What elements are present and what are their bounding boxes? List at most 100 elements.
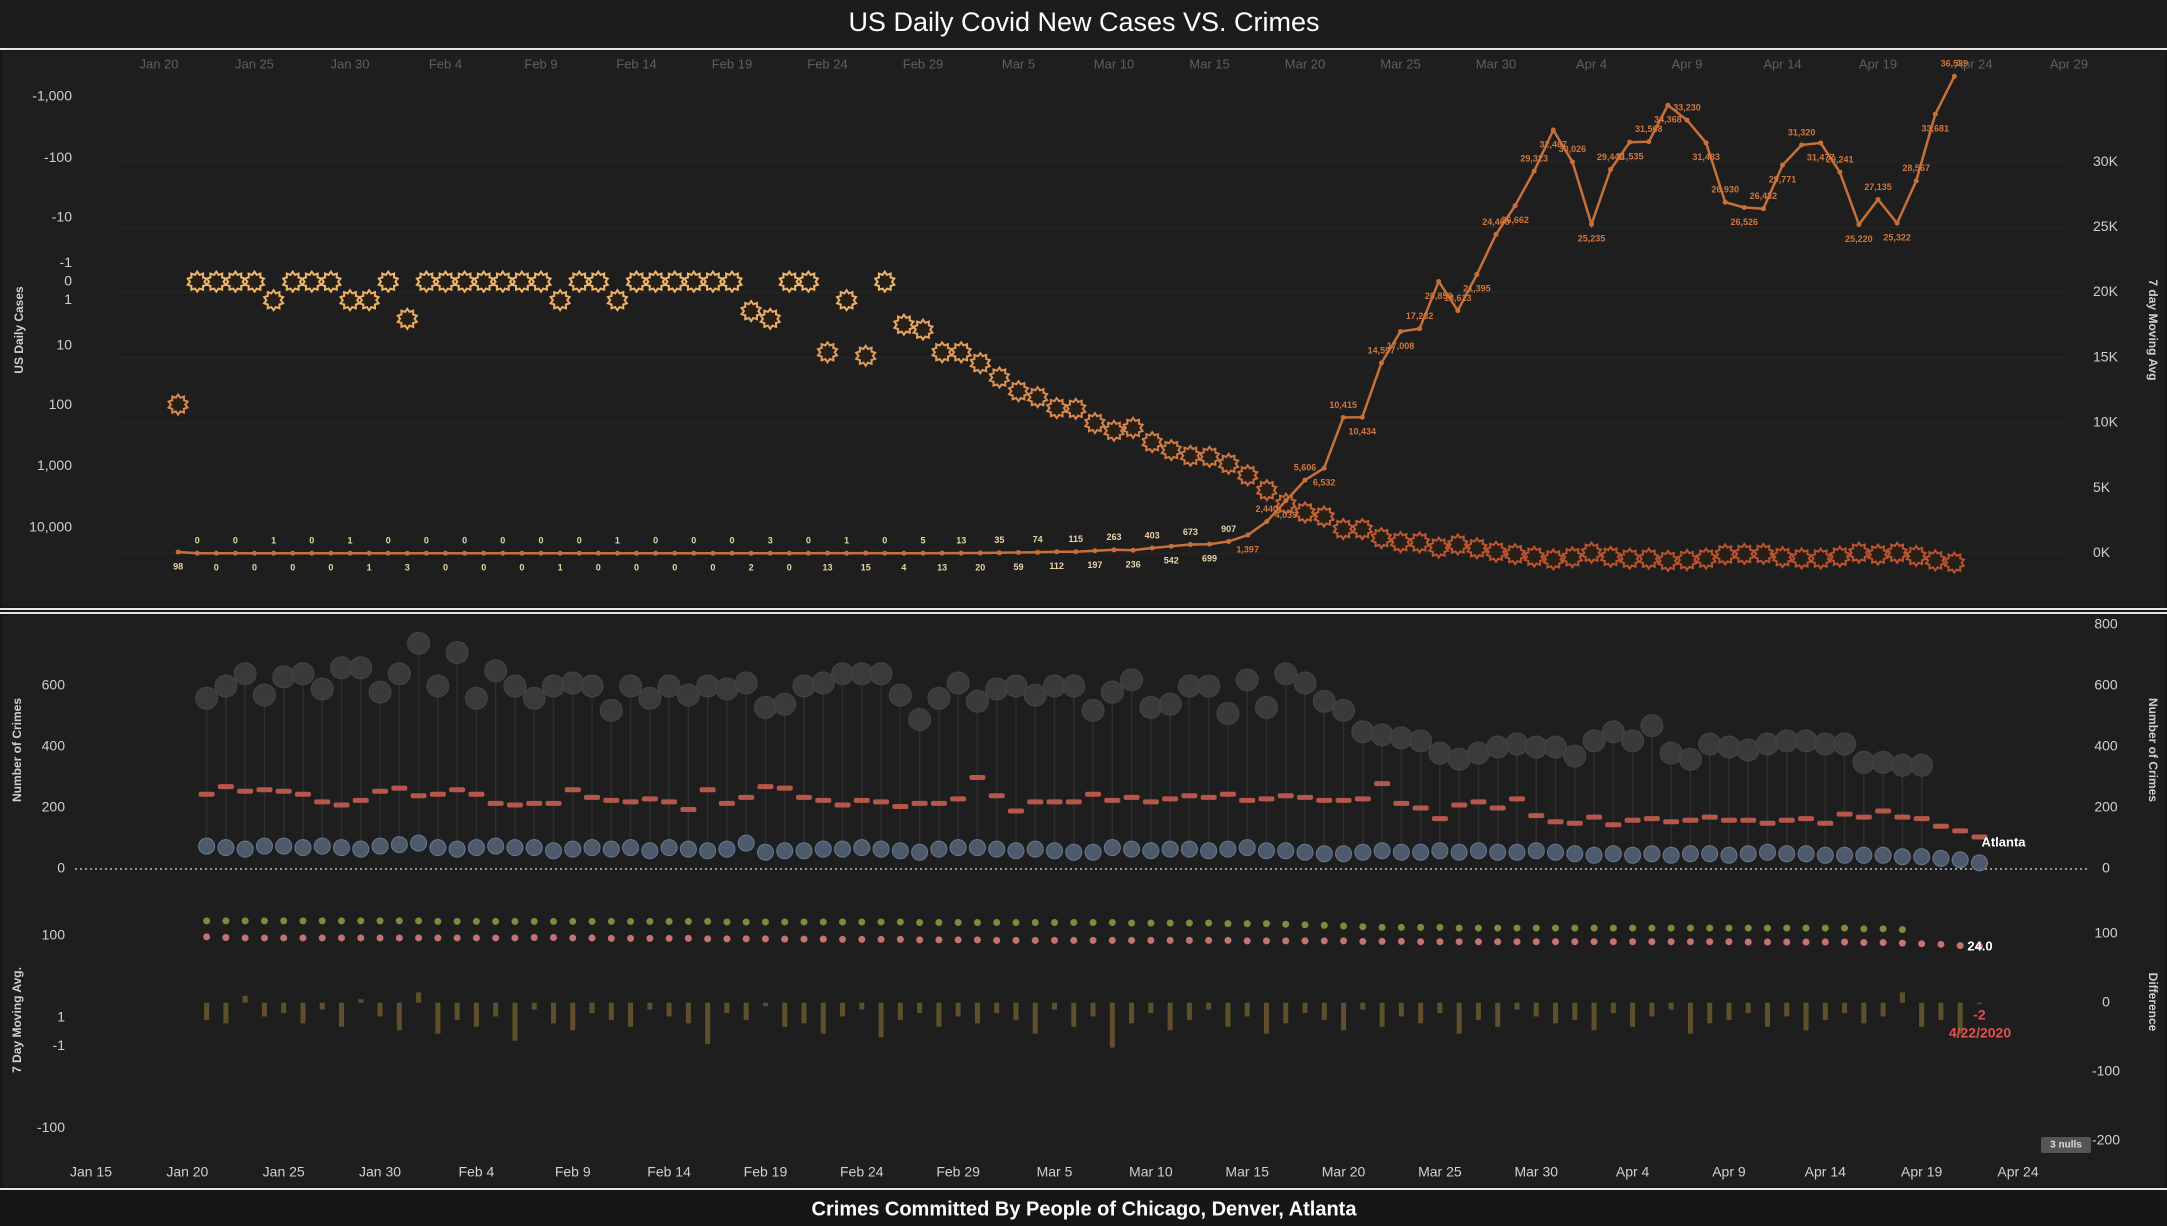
circle-marker: [1816, 846, 1834, 864]
star-marker: [911, 317, 935, 342]
y-tick-label: 10K: [2093, 414, 2119, 430]
avg-dot: [1089, 936, 1097, 944]
dash-marker: [1624, 817, 1641, 823]
difference-bar: [339, 1002, 345, 1027]
circle-marker: [737, 834, 755, 852]
dash-marker: [294, 791, 311, 797]
line-point: [1455, 308, 1461, 314]
y-tick-label: 10,000: [29, 519, 72, 535]
difference-bar: [319, 1002, 325, 1010]
circle-marker: [908, 708, 932, 732]
circle-marker: [965, 689, 989, 713]
difference-bar: [1976, 1002, 1982, 1005]
axis-title: Number of Crimes: [10, 698, 24, 802]
avg-dot: [1494, 938, 1502, 946]
circle-marker: [1177, 674, 1201, 698]
avg-dot: [1571, 924, 1579, 932]
circle-marker: [619, 674, 643, 698]
avg-dot: [1629, 924, 1637, 932]
difference-bar: [1707, 1002, 1713, 1024]
star-marker: [1083, 411, 1107, 435]
data-label: 29,771: [1769, 175, 1797, 185]
circle-marker: [1007, 842, 1025, 860]
circle-marker: [676, 683, 700, 707]
circle-marker: [583, 839, 601, 857]
data-label: 2: [749, 563, 754, 573]
avg-dot: [1802, 924, 1810, 932]
line-point: [1722, 199, 1728, 205]
avg-dot: [357, 917, 365, 925]
data-label: 26,930: [1711, 185, 1739, 195]
x-tick-label: Feb 4: [458, 1164, 494, 1180]
line-point: [1608, 166, 1614, 172]
data-label: 0: [252, 563, 257, 573]
avg-dot: [761, 935, 769, 943]
dash-marker: [468, 791, 485, 797]
circle-marker: [1065, 843, 1083, 861]
circle-marker: [1970, 854, 1988, 872]
x-tick-label: Mar 20: [1322, 1164, 1366, 1180]
avg-dot: [1474, 924, 1482, 932]
avg-dot: [896, 935, 904, 943]
star-marker: [1580, 540, 1603, 565]
avg-dot: [318, 934, 326, 942]
avg-dot: [1879, 939, 1887, 947]
line-point: [1187, 541, 1193, 547]
avg-dot: [1436, 923, 1444, 931]
star-marker: [720, 269, 744, 294]
avg-dot: [1301, 921, 1309, 929]
avg-dot: [415, 934, 423, 942]
star-marker: [491, 269, 514, 294]
avg-dot: [1552, 938, 1560, 946]
avg-dot: [627, 917, 635, 925]
star-marker: [1599, 545, 1622, 569]
circle-marker: [1219, 840, 1237, 858]
line-point: [1799, 142, 1805, 148]
dash-marker: [1566, 820, 1583, 826]
y-tick-label: 1: [64, 291, 72, 307]
avg-dot: [954, 936, 962, 944]
y-tick-label: 600: [2094, 677, 2118, 693]
star-marker: [472, 269, 495, 294]
star-marker: [1828, 544, 1851, 569]
dash-marker: [584, 794, 601, 800]
line-point: [1760, 206, 1766, 212]
dash-marker: [795, 794, 812, 800]
circle-marker: [795, 842, 813, 860]
avg-dot: [1590, 924, 1598, 932]
difference-bar: [1514, 1002, 1520, 1010]
avg-dot: [1975, 942, 1983, 950]
star-marker: [759, 307, 782, 331]
difference-bar: [743, 1002, 749, 1020]
avg-dot: [1744, 924, 1752, 932]
avg-dot: [338, 917, 346, 925]
y-tick-label: 0: [64, 272, 72, 288]
difference-bar: [416, 992, 422, 1003]
data-label: 0: [787, 563, 792, 573]
star-marker: [338, 288, 362, 312]
avg-dot: [1185, 936, 1193, 944]
circle-marker: [1351, 720, 1375, 744]
avg-dot: [549, 917, 557, 925]
avg-dot: [1725, 938, 1733, 946]
circle-marker: [1643, 845, 1661, 863]
circle-marker: [1601, 720, 1625, 744]
line-point: [404, 550, 410, 556]
dash-marker: [391, 785, 408, 791]
dash-marker: [410, 793, 427, 799]
circle-marker: [1200, 842, 1218, 860]
x-tick-label: Feb 29: [936, 1164, 980, 1180]
avg-dot: [1262, 937, 1270, 945]
avg-dot: [1128, 936, 1136, 944]
circle-marker: [657, 674, 681, 698]
dash-marker: [429, 791, 446, 797]
circle-marker: [1469, 842, 1487, 860]
circle-marker: [814, 840, 832, 858]
data-label: 29,442: [1597, 152, 1625, 162]
circle-marker: [1794, 729, 1818, 753]
avg-dot: [993, 936, 1001, 944]
circle-marker: [1043, 674, 1066, 698]
avg-dot: [1205, 936, 1213, 944]
y-tick-label: 400: [2094, 738, 2118, 754]
dash-marker: [1586, 814, 1603, 820]
